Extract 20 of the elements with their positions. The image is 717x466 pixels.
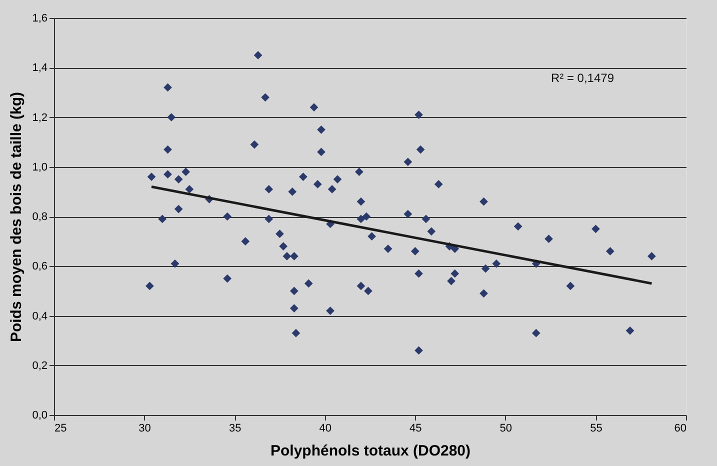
y-axis-title: Poids moyen des bois de taille (kg) <box>8 92 26 342</box>
annotation: R² = 0,1479 <box>550 71 614 85</box>
x-tick-label: 30 <box>138 422 151 434</box>
x-tick-label: 25 <box>54 422 67 434</box>
x-tick-label: 35 <box>228 422 242 434</box>
y-tick-label: 1,0 <box>32 161 48 174</box>
y-tick-label: 1,2 <box>32 112 48 124</box>
x-tick-label: 50 <box>500 422 512 434</box>
y-tick-label: 1,6 <box>32 12 48 24</box>
y-tick-label: 0,6 <box>32 260 48 273</box>
x-tick-label: 55 <box>590 422 602 434</box>
y-tick-label: 0,2 <box>32 360 48 372</box>
y-tick-label: 0,8 <box>32 211 48 223</box>
x-axis-title: Polyphénols totaux (DO280) <box>270 442 471 460</box>
x-tick-label: 60 <box>674 422 686 434</box>
y-tick-label: 0,4 <box>32 310 48 322</box>
y-tick-label: 0,0 <box>32 410 48 422</box>
x-tick-label: 40 <box>319 422 332 434</box>
y-tick-label: 1,4 <box>32 62 48 74</box>
x-tick-label: 45 <box>410 422 422 434</box>
